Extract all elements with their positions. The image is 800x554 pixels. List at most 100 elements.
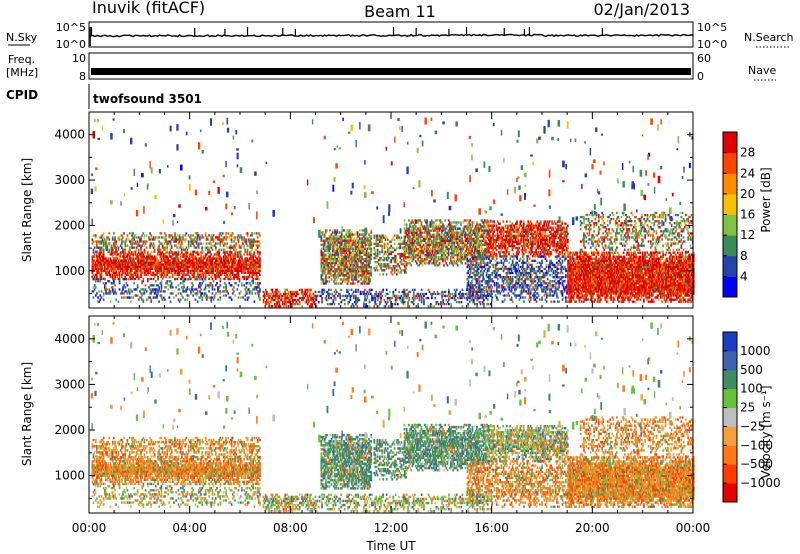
power-cell: [202, 236, 205, 239]
power-cell: [225, 263, 227, 266]
power-cell: [219, 284, 222, 287]
power-cell: [326, 259, 328, 263]
power-cell: [111, 273, 114, 276]
power-cell: [264, 290, 267, 294]
power-cell: [100, 255, 103, 258]
power-cell: [127, 263, 130, 266]
power-cell: [492, 242, 494, 246]
power-cell: [193, 259, 196, 262]
power-cell: [225, 257, 227, 260]
power-cell: [154, 273, 157, 276]
power-cell: [99, 294, 102, 297]
power-cell: [174, 261, 176, 264]
power-cell: [203, 267, 206, 270]
power-cell: [130, 277, 132, 281]
power-cell: [124, 242, 127, 245]
power-cell: [208, 248, 210, 251]
power-cell: [157, 248, 159, 251]
power-cell: [161, 255, 164, 258]
power-cell: [254, 248, 257, 251]
power-cell: [160, 255, 163, 258]
power-cell: [433, 225, 435, 228]
power-cell: [237, 267, 240, 270]
power-cell: [276, 303, 278, 306]
power-cell: [328, 255, 331, 259]
power-cell: [288, 298, 291, 302]
power-cell: [279, 292, 282, 296]
power-cell: [96, 257, 98, 260]
power-cell: [291, 296, 293, 300]
power-cell: [233, 244, 235, 247]
power-cell: [99, 261, 102, 264]
power-cell: [428, 239, 431, 242]
power-cell: [447, 219, 450, 222]
power-cell: [143, 261, 146, 264]
power-cell: [309, 305, 311, 308]
power-cell: [205, 238, 208, 241]
power-cell: [210, 242, 213, 245]
power-cell: [438, 229, 441, 232]
power-cell: [132, 275, 134, 279]
power-cell: [116, 250, 119, 253]
power-cell: [141, 288, 143, 291]
power-cell: [403, 239, 406, 242]
power-cell: [158, 236, 160, 239]
power-cell: [93, 263, 96, 266]
power-cell: [142, 259, 145, 262]
power-cell: [464, 231, 467, 234]
power-cell: [258, 255, 260, 258]
power-cell: [218, 248, 221, 251]
power-cell: [348, 261, 351, 265]
power-cell: [301, 288, 303, 291]
power-cell: [107, 261, 110, 264]
power-cell: [336, 229, 339, 232]
power-cell: [169, 248, 172, 251]
power-cell: [478, 245, 480, 249]
power-cell: [217, 257, 219, 260]
power-cell: [344, 280, 346, 283]
power-cell: [140, 236, 142, 239]
power-cell: [444, 237, 447, 240]
power-cell: [225, 255, 227, 258]
power-cell: [414, 225, 417, 228]
power-cell: [147, 269, 149, 272]
power-cell: [384, 234, 387, 237]
power-cell: [227, 255, 230, 258]
power-cell: [361, 243, 363, 246]
power-cell: [105, 246, 107, 249]
site-title: Inuvik (fitACF): [92, 0, 205, 17]
power-cell: [243, 263, 245, 266]
power-cell: [428, 231, 431, 234]
power-cell: [419, 237, 422, 240]
power-cell: [495, 249, 498, 252]
power-cell: [167, 269, 170, 272]
power-cell: [147, 263, 149, 266]
power-cell: [122, 240, 124, 243]
power-cell: [239, 296, 242, 299]
power-cell: [239, 253, 242, 256]
power-cell: [208, 251, 210, 254]
power-cell: [124, 259, 127, 262]
power-cell: [184, 263, 187, 266]
power-cell: [389, 265, 391, 268]
power-cell: [414, 260, 417, 263]
power-cell: [369, 280, 371, 283]
power-cell: [208, 255, 210, 258]
power-cell: [436, 237, 439, 240]
power-cell: [152, 265, 155, 268]
power-cell: [252, 282, 254, 285]
power-cell: [171, 259, 174, 262]
power-cell: [199, 296, 201, 299]
power-cell: [99, 257, 102, 260]
power-cell: [92, 259, 95, 262]
power-cell: [320, 276, 323, 279]
power-cell: [190, 263, 192, 266]
power-cell: [382, 234, 385, 237]
power-cell: [207, 248, 209, 251]
power-cell: [145, 259, 148, 262]
power-cell: [135, 236, 138, 239]
power-cell: [165, 265, 167, 268]
power-cell: [241, 265, 243, 268]
power-cell: [168, 280, 171, 283]
power-cell: [245, 242, 248, 245]
